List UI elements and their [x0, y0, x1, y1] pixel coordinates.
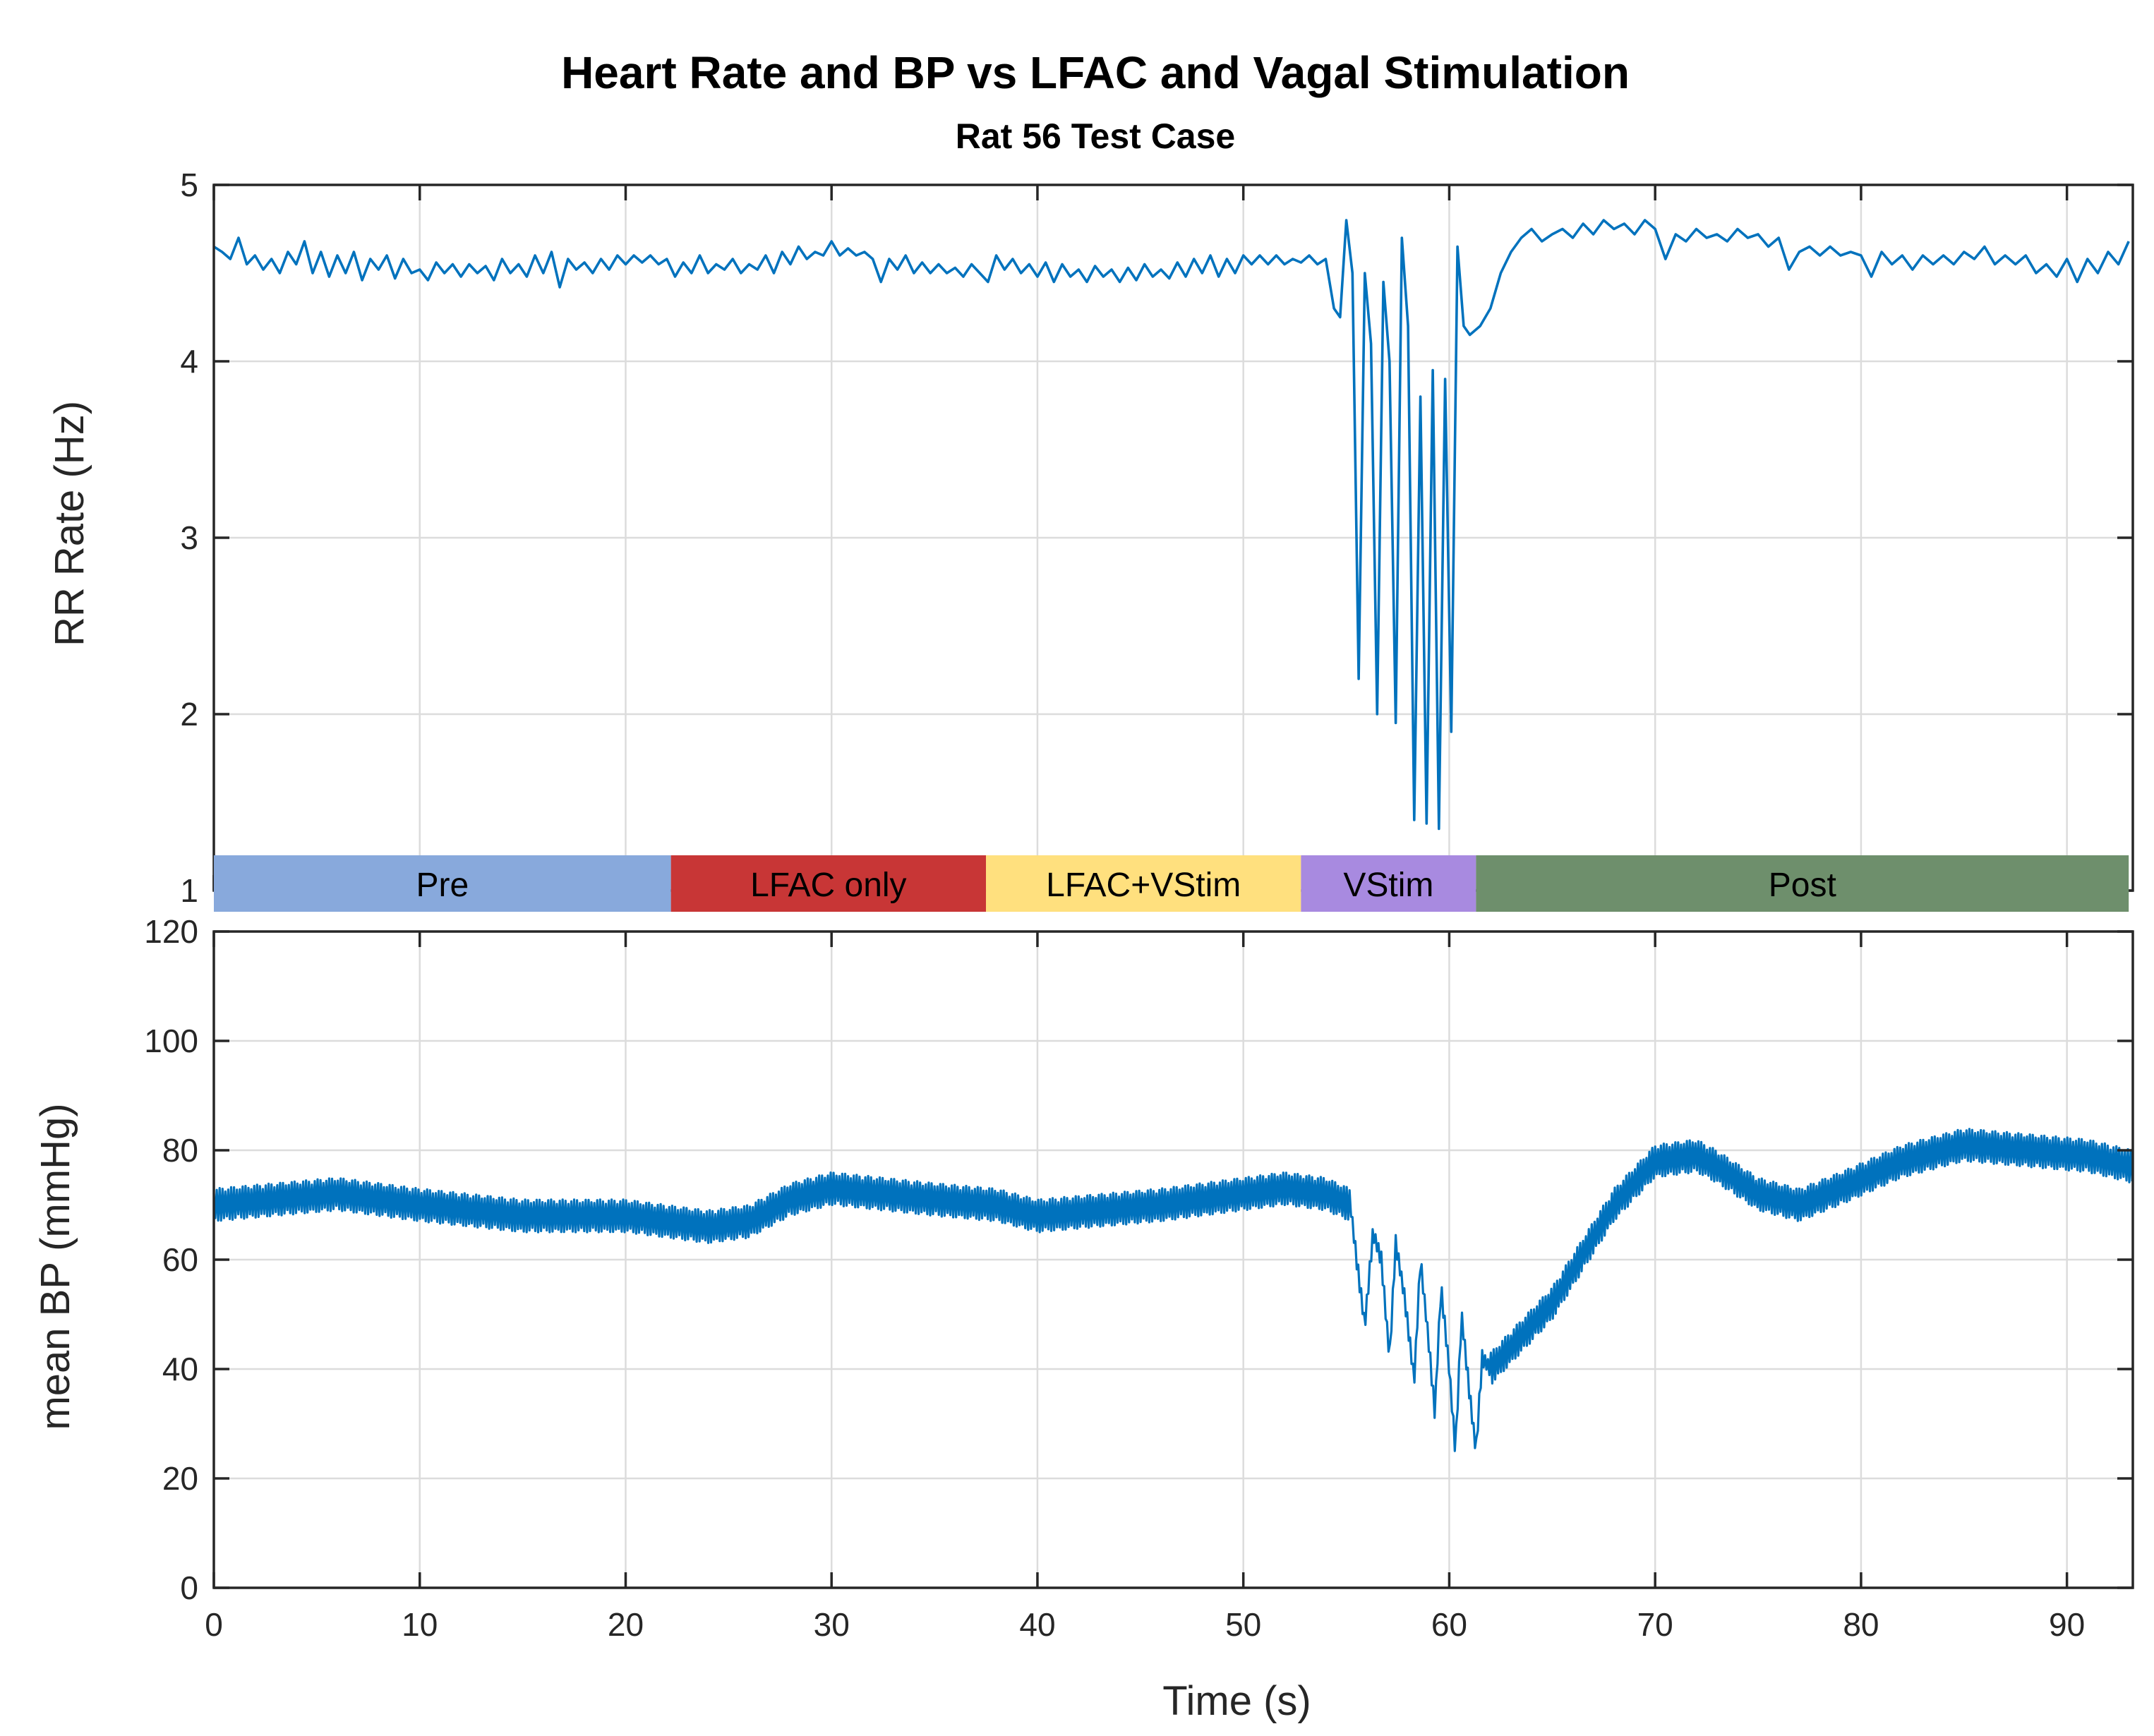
time-x-tick-label: 80 [1843, 1606, 1879, 1643]
time-x-tick-label: 50 [1225, 1606, 1261, 1643]
phase-segment [214, 855, 671, 912]
rr-rate-y-tick-label: 4 [180, 343, 198, 380]
phase-segment [986, 855, 1301, 912]
chart-title: Heart Rate and BP vs LFAC and Vagal Stim… [561, 47, 1630, 98]
phase-label: LFAC+VStim [1046, 867, 1241, 904]
rr-rate-y-tick-label: 1 [180, 872, 198, 909]
time-x-tick-label: 30 [814, 1606, 850, 1643]
phase-segment [1301, 855, 1476, 912]
phase-label: Post [1769, 867, 1836, 904]
mean-bp-panel: 0 20 40 60 80 100 120 0 10 20 30 40 50 60 70 80 90 mean … [32, 913, 2134, 1724]
time-x-tick-label: 0 [205, 1606, 223, 1643]
mean-bp-ticks: 0 20 40 60 80 100 120 0 10 20 30 40 50 60 70 80 90 [144, 913, 2133, 1643]
mean-bp-series-line [212, 1128, 2134, 1452]
rr-rate-y-tick-label: 3 [180, 519, 198, 556]
mean-bp-y-tick-label: 120 [144, 913, 198, 950]
mean-bp-y-tick-label: 0 [180, 1569, 198, 1606]
rr-rate-y-axis-label: RR Rate (Hz) [47, 401, 92, 646]
mean-bp-line-layer [212, 1128, 2134, 1452]
time-x-tick-label: 10 [402, 1606, 438, 1643]
rr-rate-series-line [213, 219, 2130, 831]
phase-label: VStim [1343, 867, 1433, 904]
time-x-axis-label: Time (s) [1162, 1678, 1311, 1724]
time-x-tick-label: 70 [1637, 1606, 1673, 1643]
mean-bp-y-tick-label: 20 [162, 1460, 198, 1497]
time-x-tick-label: 90 [2049, 1606, 2085, 1643]
rr-rate-y-tick-label: 2 [180, 696, 198, 733]
rr-rate-line-layer [213, 219, 2130, 831]
phase-bar: Pre LFAC only LFAC+VStim VStim Post [214, 855, 2129, 912]
time-x-tick-label: 40 [1019, 1606, 1055, 1643]
mean-bp-y-tick-label: 80 [162, 1132, 198, 1169]
phase-segment [1476, 855, 2129, 912]
phase-label: Pre [416, 867, 469, 904]
phase-segment [670, 855, 987, 912]
mean-bp-y-axis-label: mean BP (mmHg) [32, 1103, 78, 1430]
chart-subtitle: Rat 56 Test Case [956, 116, 1235, 156]
mean-bp-y-tick-label: 40 [162, 1351, 198, 1387]
time-x-tick-label: 20 [608, 1606, 644, 1643]
mean-bp-y-tick-label: 100 [144, 1023, 198, 1059]
phase-label: LFAC only [750, 867, 906, 904]
time-x-tick-label: 60 [1431, 1606, 1467, 1643]
rr-rate-y-tick-label: 5 [180, 167, 198, 203]
mean-bp-y-tick-label: 60 [162, 1241, 198, 1278]
